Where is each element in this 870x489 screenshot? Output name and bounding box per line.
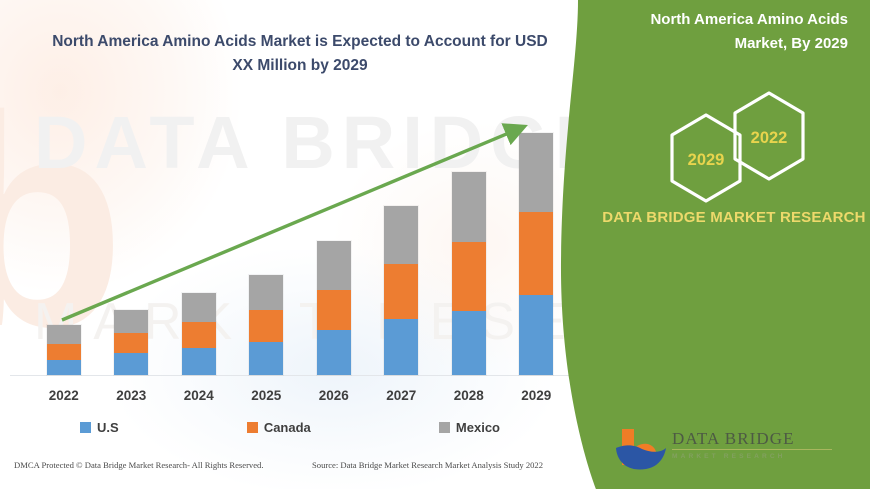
x-axis-tick: 2025 — [251, 387, 282, 403]
bar-segment-us — [316, 330, 351, 375]
x-axis-tick: 2022 — [48, 387, 79, 403]
bar-segment-mexico — [46, 325, 81, 344]
bar-segment-canada — [316, 290, 351, 330]
bar-column[interactable] — [100, 110, 162, 375]
bar-segment-mexico — [451, 172, 486, 242]
legend-item-us[interactable]: U.S — [80, 420, 119, 435]
bar-column[interactable] — [235, 110, 297, 375]
hexagon-label: 2029 — [687, 151, 725, 169]
bar-column[interactable] — [303, 110, 365, 375]
bar-segment-canada — [384, 264, 419, 319]
bar-segment-mexico — [114, 310, 149, 333]
bar-segment-us — [384, 319, 419, 375]
x-axis-tick: 2026 — [318, 387, 349, 403]
bar-column[interactable] — [505, 110, 567, 375]
bar-segment-us — [519, 295, 554, 375]
hexagon-icon — [733, 91, 805, 181]
hexagon-badges: 2022 2029 — [598, 88, 870, 203]
stacked-bar[interactable] — [451, 172, 486, 375]
logo-text: DATA BRIDGE MARKET RESEARCH — [672, 430, 862, 461]
logo-subtitle: MARKET RESEARCH — [672, 453, 786, 460]
legend-swatch-icon — [246, 421, 258, 433]
x-axis-tick: 2028 — [453, 387, 484, 403]
stacked-bar[interactable] — [46, 325, 81, 375]
stacked-bar[interactable] — [316, 241, 351, 375]
panel-title: North America Amino Acids Market, By 202… — [650, 11, 848, 52]
x-axis-tick: 2023 — [116, 387, 147, 403]
stacked-bar-chart: 2022 2023 2024 2025 2026 2027 2028 2029 … — [10, 110, 570, 438]
chart-baseline — [10, 375, 570, 376]
x-axis-tick: 2029 — [521, 387, 552, 403]
bar-segment-canada — [181, 322, 216, 348]
hexagon-label: 2022 — [750, 129, 788, 147]
bar-segment-canada — [249, 310, 284, 342]
legend-swatch-icon — [80, 421, 91, 433]
stacked-bar[interactable] — [249, 275, 284, 375]
hexagon-badge-2022: 2022 — [726, 88, 812, 189]
bar-segment-mexico — [519, 133, 554, 212]
legend-label: Canada — [263, 419, 311, 435]
bar-column[interactable] — [168, 110, 230, 375]
bar-column[interactable] — [33, 110, 95, 375]
bar-segment-us — [249, 342, 284, 375]
source-notice: Source: Data Bridge Market Research Mark… — [312, 460, 544, 470]
bar-segment-mexico — [316, 241, 351, 290]
legend-label: U.S — [97, 419, 119, 435]
page-title: North America Amino Acids Market is Expe… — [52, 33, 548, 75]
bar-segment-mexico — [384, 206, 419, 264]
bar-column[interactable] — [438, 110, 500, 375]
footer: DMCA Protected © Data Bridge Market Rese… — [0, 458, 598, 482]
panel-content: North America Amino Acids Market, By 202… — [598, 0, 870, 489]
legend-label: Mexico — [455, 419, 500, 435]
brand-name: DATA BRIDGE MARKET RESEARCH — [602, 209, 866, 226]
bar-segment-canada — [46, 344, 81, 360]
x-axis-tick: 2027 — [386, 387, 417, 403]
stacked-bar[interactable] — [384, 206, 419, 375]
chart-legend: U.S Canada Mexico — [80, 416, 500, 438]
logo-title: DATA BRIDGE — [672, 429, 795, 448]
stacked-bar[interactable] — [519, 133, 554, 375]
hexagon-badge-2029: 2029 — [663, 110, 749, 211]
company-logo[interactable]: DATA BRIDGE MARKET RESEARCH — [614, 424, 864, 476]
bar-segment-canada — [451, 242, 486, 311]
x-axis-labels: 2022 2023 2024 2025 2026 2027 2028 2029 — [30, 382, 570, 408]
stacked-bar[interactable] — [114, 310, 149, 375]
bar-segment-canada — [114, 333, 149, 353]
x-axis-tick: 2024 — [183, 387, 214, 403]
bar-segment-us — [181, 348, 216, 375]
logo-divider — [672, 449, 832, 450]
bar-segment-mexico — [249, 275, 284, 310]
copyright-notice: DMCA Protected © Data Bridge Market Rese… — [14, 460, 264, 470]
bar-segment-us — [114, 353, 149, 375]
stacked-bar[interactable] — [181, 293, 216, 375]
chart-bars — [30, 110, 570, 375]
bar-segment-us — [451, 311, 486, 375]
hexagon-icon — [670, 113, 742, 203]
bar-column[interactable] — [370, 110, 432, 375]
legend-swatch-icon — [438, 421, 450, 433]
legend-item-canada[interactable]: Canada — [246, 419, 311, 435]
bar-segment-canada — [519, 212, 554, 295]
bar-segment-mexico — [181, 293, 216, 322]
data-bridge-logo-icon — [616, 429, 666, 470]
bar-segment-us — [46, 360, 81, 375]
legend-item-mexico[interactable]: Mexico — [438, 419, 500, 435]
